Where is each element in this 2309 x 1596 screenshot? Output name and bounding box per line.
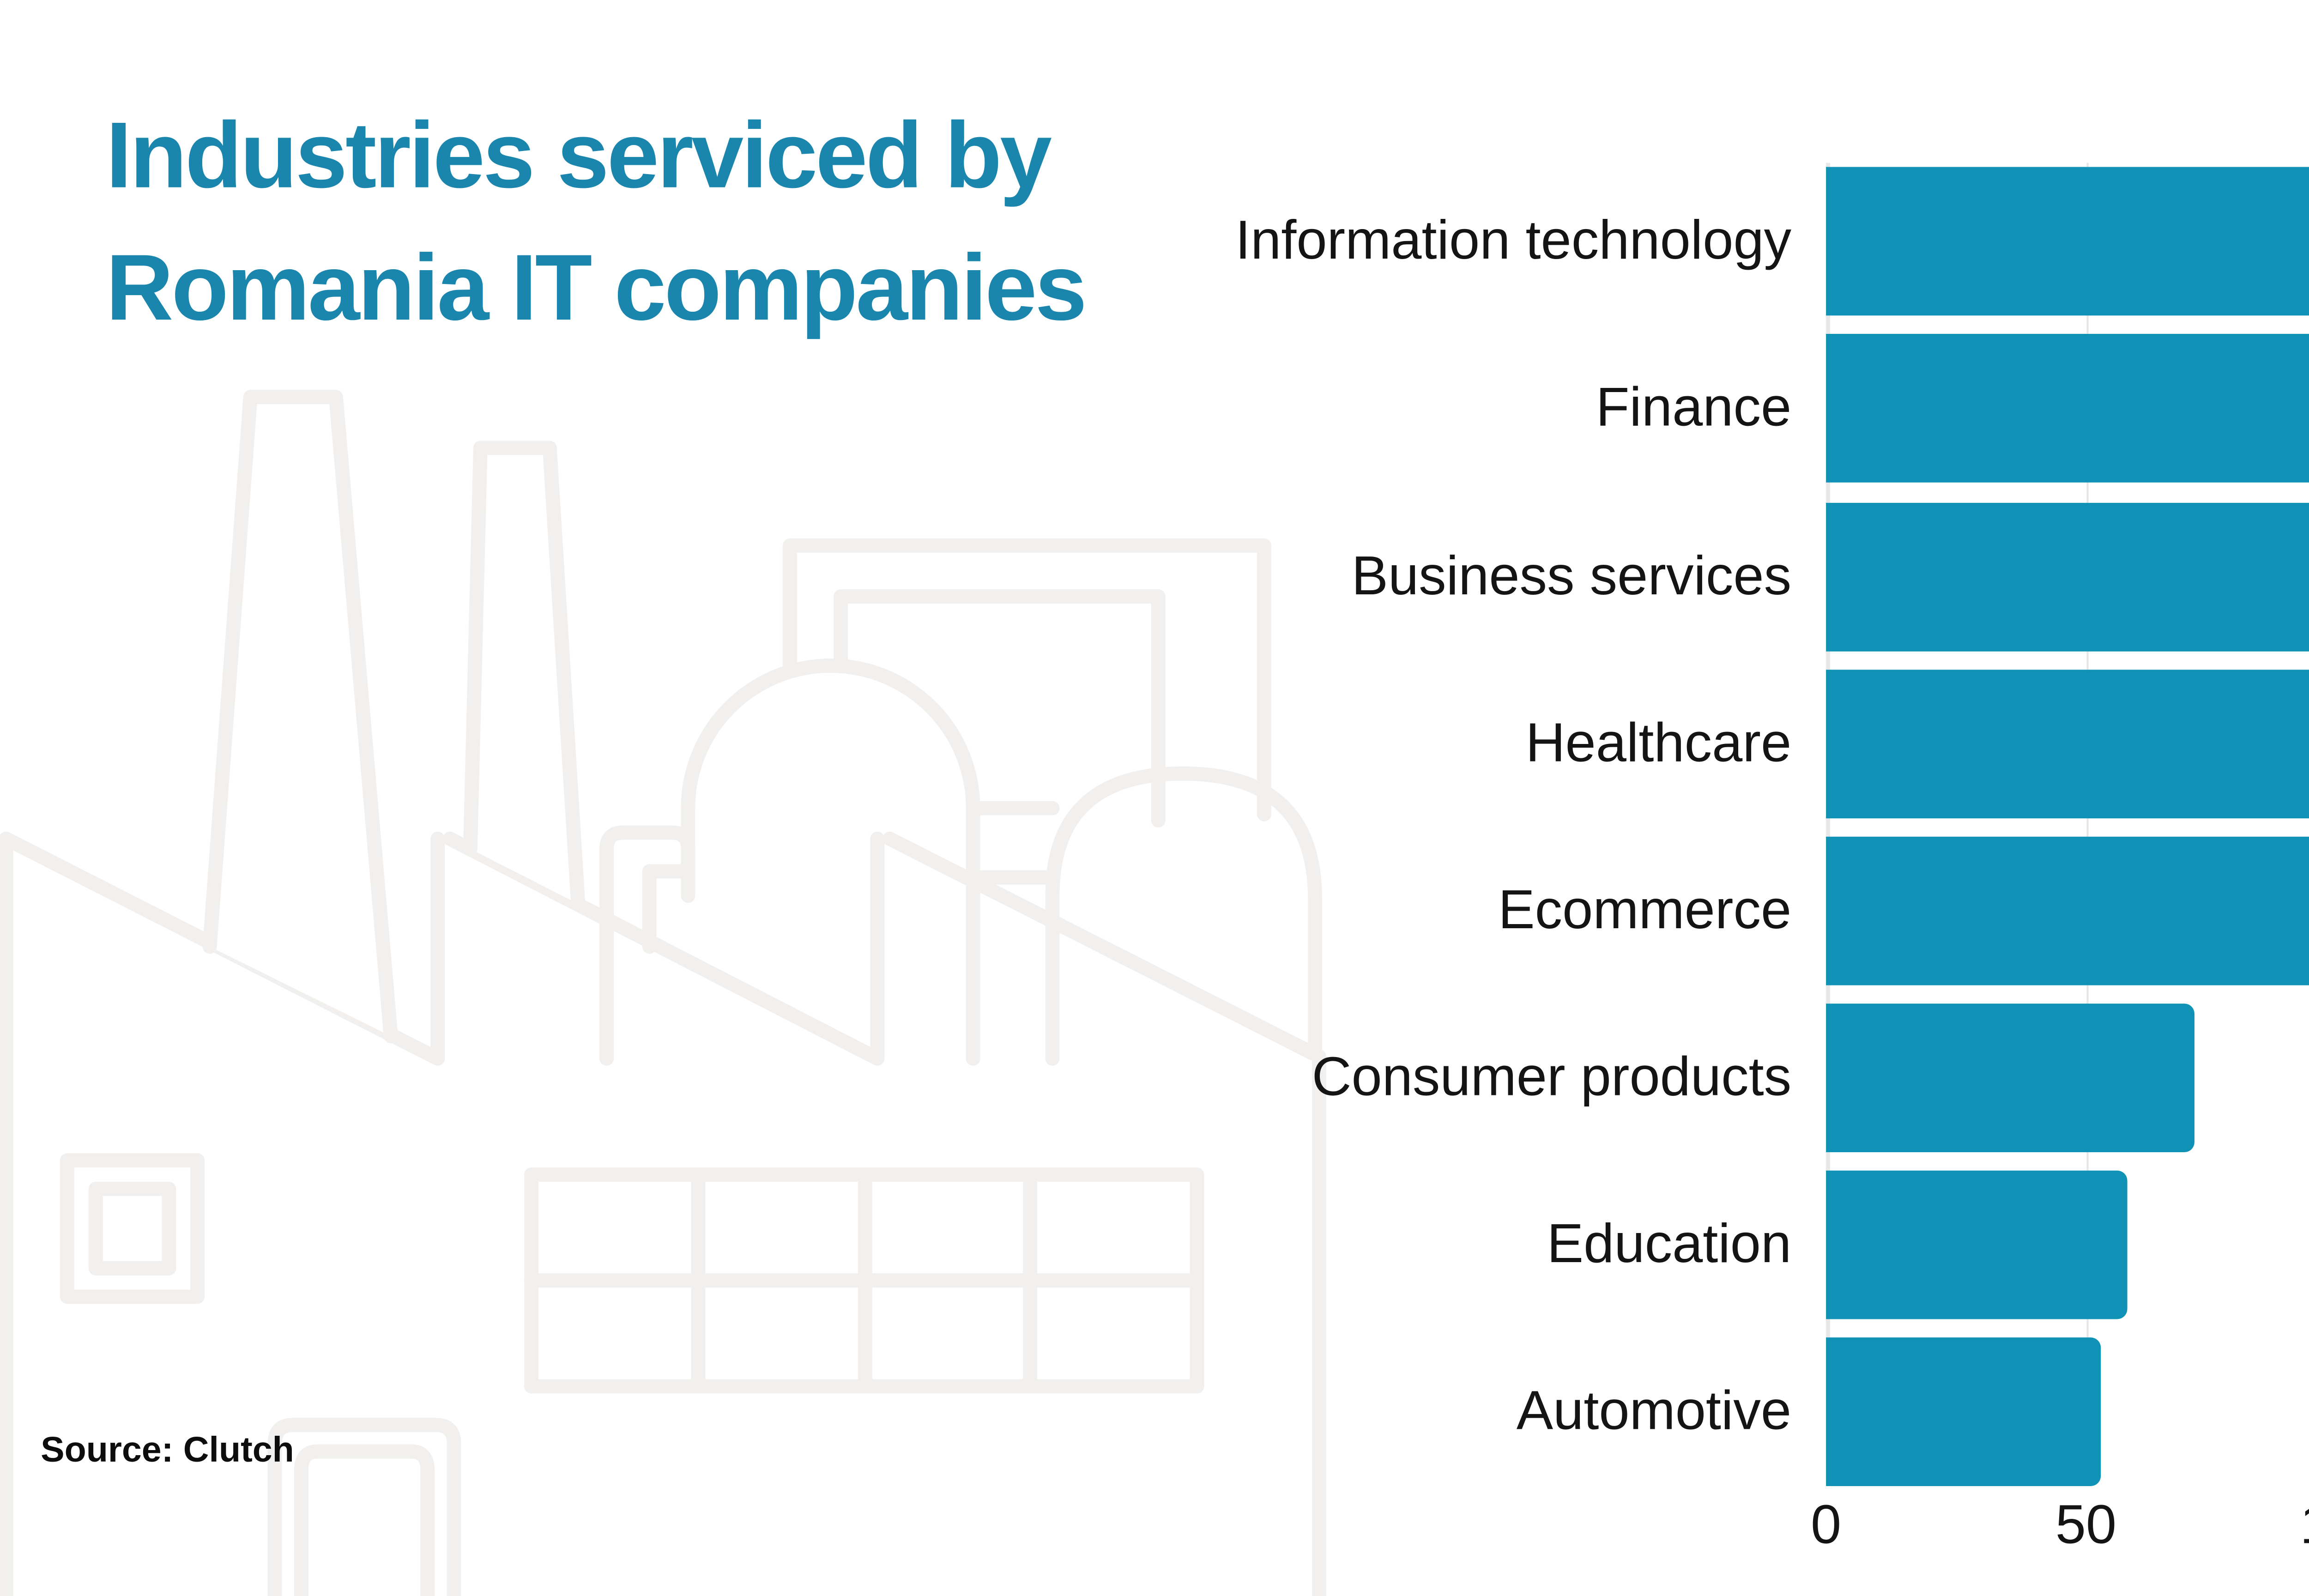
bar-consumer-products	[1826, 1003, 2195, 1152]
chart-title: Industries serviced by Romania IT compan…	[106, 90, 1087, 354]
bar-information-technology	[1826, 167, 2309, 316]
x-tick-label-50: 50	[2055, 1494, 2117, 1555]
category-label-business-services: Business services	[1351, 544, 1792, 606]
gridline-0	[1826, 163, 1829, 1486]
source-note: Source: Clutch	[41, 1429, 294, 1470]
category-label-finance: Finance	[1596, 377, 1792, 439]
x-tick-label-0: 0	[1810, 1494, 1842, 1555]
bar-automotive	[1826, 1337, 2102, 1486]
chart-title-line2: Romania IT companies	[106, 234, 1087, 340]
plot-area: 050100150200250	[1811, 163, 2309, 1555]
bar-finance	[1826, 334, 2309, 484]
category-label-consumer-products: Consumer products	[1312, 1046, 1792, 1107]
factory-outline-shapes	[0, 390, 1326, 1596]
x-tick-label-100: 100	[2300, 1494, 2309, 1558]
category-label-ecommerce: Ecommerce	[1498, 878, 1792, 940]
bar-healthcare	[1826, 669, 2309, 818]
factory-icon	[0, 390, 1326, 1596]
gridline-50	[2085, 163, 2089, 1486]
category-label-automotive: Automotive	[1516, 1380, 1792, 1441]
chart-title-line1: Industries serviced by	[106, 102, 1052, 208]
bar-ecommerce	[1826, 836, 2309, 985]
category-label-healthcare: Healthcare	[1525, 712, 1792, 773]
category-label-education: Education	[1547, 1213, 1792, 1275]
bar-business-services	[1826, 502, 2309, 651]
bar-education	[1826, 1170, 2128, 1319]
category-labels: Information technology Finance Business se…	[0, 163, 1791, 1486]
category-label-information-technology: Information technology	[1235, 210, 1792, 272]
